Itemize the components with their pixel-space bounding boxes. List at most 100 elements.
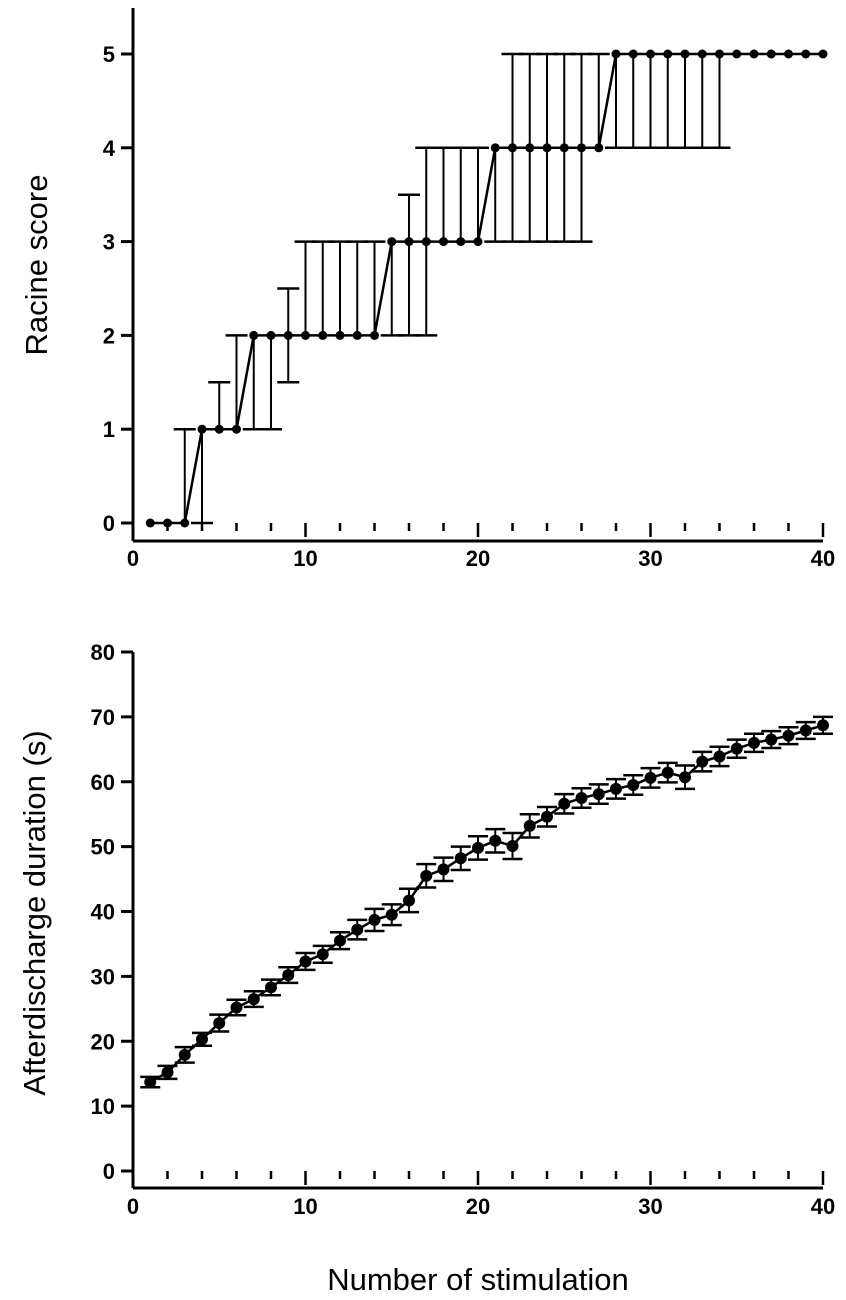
bot-y-tick-label: 60	[91, 770, 115, 795]
top-data-point	[715, 49, 724, 59]
bot-data-point	[437, 863, 450, 876]
bot-data-point	[765, 733, 778, 746]
top-y-tick-label: 4	[103, 136, 116, 161]
bot-data-point	[541, 810, 553, 823]
top-y-ticks: 0 1 2 3 4 5	[103, 42, 133, 536]
bottom-series-line	[149, 724, 824, 1084]
chart-afterdischarge-duration: 0 10 20 30 40 50 60 70 80 0 10 20 30 40 Afterdischar…	[17, 640, 835, 1297]
top-data-point	[421, 237, 431, 247]
top-data-point	[801, 49, 811, 59]
top-data-point	[180, 518, 190, 528]
bot-data-point	[558, 797, 571, 810]
top-data-point	[594, 143, 604, 153]
bot-data-point	[247, 993, 260, 1006]
top-data-point	[818, 49, 828, 59]
top-x-ticks: 0 10 20 30 40	[127, 523, 835, 571]
bot-data-point	[420, 869, 433, 882]
bot-x-tick-label: 30	[638, 1194, 662, 1219]
bot-x-tick-label: 20	[466, 1194, 490, 1219]
bot-data-point	[748, 736, 760, 749]
top-data-point	[663, 49, 673, 59]
top-data-point	[628, 49, 638, 59]
bot-data-point	[299, 955, 312, 968]
bot-y-tick-label: 40	[91, 900, 115, 925]
top-x-tick-label: 20	[466, 546, 490, 571]
top-data-point	[214, 424, 224, 434]
top-data-point	[611, 49, 621, 59]
bot-data-point	[575, 791, 588, 804]
bottom-data-points	[144, 719, 829, 1089]
bot-data-point	[178, 1048, 191, 1061]
bot-data-point	[351, 923, 364, 936]
top-y-tick-label: 1	[103, 417, 115, 442]
top-x-tick-label: 0	[127, 546, 139, 571]
top-data-point	[680, 49, 690, 59]
bot-data-point	[403, 894, 415, 907]
top-data-point	[145, 518, 155, 528]
top-series-line	[150, 52, 823, 525]
top-x-tick-label: 10	[293, 546, 317, 571]
top-y-tick-label: 0	[103, 511, 115, 536]
bot-data-point	[334, 934, 346, 947]
top-data-point	[542, 143, 552, 153]
bot-data-point	[472, 841, 484, 854]
bot-data-point	[592, 788, 605, 801]
bot-data-point	[385, 908, 398, 921]
top-error-bars	[173, 52, 731, 525]
bot-data-point	[661, 766, 674, 779]
top-data-point	[490, 143, 500, 153]
bot-data-point	[213, 1017, 226, 1030]
top-y-axis-title: Racine score	[19, 175, 54, 356]
top-y-tick-label: 5	[103, 42, 115, 67]
top-data-point	[301, 330, 310, 340]
bot-y-tick-label: 80	[91, 640, 115, 665]
top-data-point	[387, 237, 397, 247]
top-data-point	[163, 518, 172, 528]
bot-data-point	[196, 1033, 208, 1046]
bot-data-point	[230, 1001, 243, 1014]
bot-data-point	[523, 819, 536, 832]
bot-y-tick-label: 30	[91, 964, 115, 989]
bot-data-point	[817, 719, 829, 732]
bot-x-tick-label: 0	[127, 1194, 139, 1219]
top-data-point	[525, 143, 535, 153]
top-data-point	[508, 143, 517, 153]
bot-y-tick-label: 10	[91, 1094, 115, 1119]
bot-data-point	[679, 771, 691, 784]
top-data-point	[197, 424, 207, 434]
top-data-points	[145, 49, 828, 528]
bot-data-point	[282, 969, 295, 982]
bottom-x-ticks: 0 10 20 30 40	[127, 1171, 835, 1219]
bot-data-point	[610, 782, 622, 795]
bot-data-point	[627, 778, 640, 791]
bot-y-tick-label: 20	[91, 1029, 115, 1054]
bot-x-tick-label: 40	[811, 1194, 835, 1219]
top-x-tick-label: 40	[811, 546, 835, 571]
bot-data-point	[506, 839, 519, 852]
top-data-point	[232, 424, 241, 434]
top-data-point	[784, 49, 793, 59]
top-data-point	[318, 330, 328, 340]
bot-data-point	[644, 771, 657, 784]
bot-data-point	[368, 913, 381, 926]
bot-data-point	[316, 948, 329, 961]
top-x-tick-label: 30	[638, 546, 662, 571]
top-data-point	[335, 330, 345, 340]
top-data-point	[370, 330, 379, 340]
top-data-point	[352, 330, 362, 340]
bot-y-tick-label: 50	[91, 835, 115, 860]
bot-data-point	[782, 729, 795, 742]
bot-data-point	[713, 750, 726, 763]
bot-data-point	[144, 1076, 157, 1089]
top-data-point	[266, 330, 276, 340]
top-data-point	[439, 237, 448, 247]
top-data-point	[283, 330, 293, 340]
top-data-point	[749, 49, 759, 59]
bot-y-tick-label: 0	[103, 1159, 115, 1184]
top-data-point	[473, 237, 483, 247]
chart-racine-score: 0 1 2 3 4 5 0 10 20 30 40 Racine score	[19, 8, 835, 571]
top-data-point	[732, 49, 742, 59]
bottom-y-ticks: 0 10 20 30 40 50 60 70 80	[91, 640, 133, 1184]
bot-data-point	[265, 981, 277, 994]
